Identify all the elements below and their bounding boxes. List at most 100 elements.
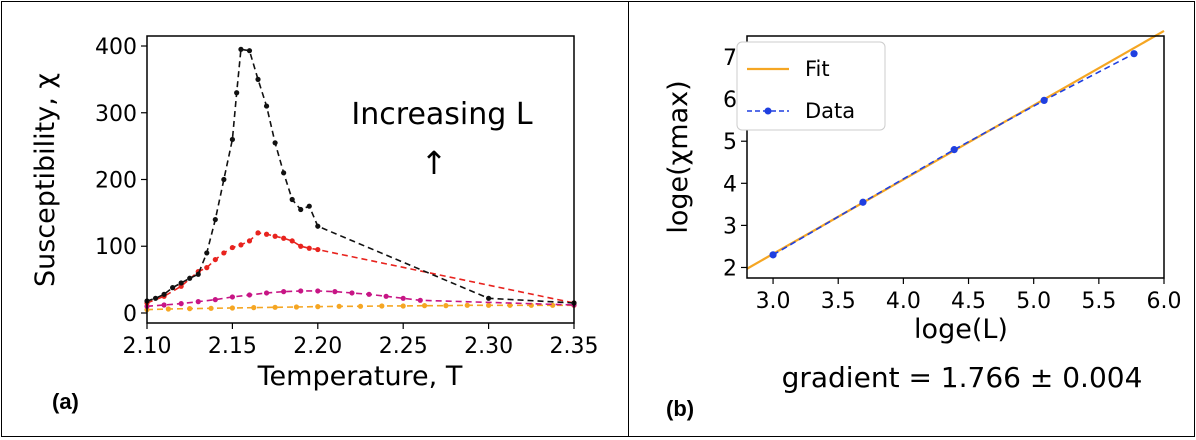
data-point — [221, 250, 227, 256]
data-point — [315, 288, 321, 294]
data-point — [400, 303, 406, 309]
up-arrow-icon: ↑ — [421, 144, 448, 182]
data-point — [1040, 96, 1048, 104]
x-tick-label: 2.20 — [293, 334, 342, 359]
legend-fit-label: Fit — [805, 57, 830, 81]
data-point — [229, 305, 235, 311]
data-point — [507, 302, 513, 308]
data-point — [306, 203, 312, 209]
panel-label-a: (a) — [52, 389, 79, 414]
data-point — [195, 299, 201, 305]
data-point — [289, 238, 295, 244]
data-point — [187, 306, 193, 312]
tick-group: 3.0 3.5 4.0 4.5 5.0 5.5 6.0 2 3 4 5 6 7 — [723, 46, 1182, 314]
data-point — [315, 304, 321, 310]
x-tick-label: 3.5 — [821, 289, 856, 314]
data-point — [289, 196, 295, 203]
data-point — [950, 146, 958, 154]
x-axis-title: loge(L) — [914, 314, 1008, 345]
data-point — [161, 302, 167, 308]
x-axis-title: Temperature, T — [257, 361, 463, 392]
x-tick-label: 5.5 — [1081, 289, 1116, 314]
x-tick-label: 2.35 — [550, 334, 599, 359]
y-axis-title: Susceptibility, χ — [30, 73, 61, 287]
scaling-fit-chart: 3.0 3.5 4.0 4.5 5.0 5.5 6.0 2 3 4 5 6 7 loge(L) loge… — [663, 29, 1182, 421]
data-point — [306, 245, 312, 251]
data-point — [263, 290, 270, 296]
data-point — [161, 291, 167, 297]
data-point — [298, 206, 304, 213]
data-point — [383, 293, 389, 299]
data-point — [255, 76, 261, 82]
data-point — [272, 140, 278, 146]
data-point — [315, 246, 321, 253]
y-tick-label: 0 — [123, 302, 137, 327]
legend-box — [736, 41, 886, 131]
data-point — [357, 303, 364, 309]
legend-data-label: Data — [805, 99, 855, 123]
y-tick-label: 7 — [723, 46, 737, 71]
data-point — [486, 295, 492, 301]
y-tick-label: 3 — [723, 214, 737, 239]
data-point — [379, 303, 385, 309]
panel-label-b: (b) — [666, 396, 694, 421]
data-point — [204, 250, 210, 256]
plot-frame — [146, 35, 575, 324]
data-point — [221, 176, 227, 183]
data-point — [421, 303, 428, 309]
data-point — [315, 223, 321, 229]
x-tick-label: 6.0 — [1147, 289, 1182, 314]
data-point — [293, 304, 300, 310]
data-point — [170, 285, 176, 291]
x-tick-label: 2.10 — [123, 334, 172, 359]
x-tick-label: 2.25 — [379, 334, 428, 359]
data-point — [272, 304, 278, 310]
annotation-increasing-l: Increasing L — [351, 97, 532, 132]
y-tick-label: 100 — [95, 235, 137, 260]
data-point — [281, 289, 287, 295]
data-point — [229, 136, 235, 143]
data-point — [298, 243, 304, 249]
data-point — [195, 271, 201, 277]
series-line — [146, 290, 575, 308]
data-point — [486, 302, 492, 308]
data-point — [251, 305, 257, 311]
x-tick-label: 2.15 — [208, 334, 257, 359]
y-tick-label: 2 — [723, 256, 737, 281]
data-point — [255, 230, 261, 236]
series-line — [146, 48, 575, 304]
data-point — [152, 295, 159, 301]
y-tick-label: 400 — [95, 35, 137, 60]
data-point — [298, 288, 304, 294]
data-point — [246, 238, 253, 244]
x-tick-label: 4.5 — [951, 289, 986, 314]
data-point — [400, 295, 406, 301]
y-axis-title: loge(χmax) — [663, 80, 694, 233]
data-point — [769, 251, 777, 259]
data-point — [263, 103, 270, 109]
series-group — [746, 29, 1165, 270]
legend-data-marker — [764, 107, 772, 115]
data-point — [272, 233, 278, 239]
data-point — [281, 170, 287, 176]
y-tick-label: 300 — [95, 102, 137, 127]
gradient-footer: gradient = 1.766 ± 0.004 — [782, 361, 1143, 394]
x-tick-label: 4.0 — [886, 289, 921, 314]
panel-b: 3.0 3.5 4.0 4.5 5.0 5.5 6.0 2 3 4 5 6 7 loge(L) loge… — [628, 1, 1195, 437]
y-tick-label: 4 — [723, 172, 737, 197]
data-point — [204, 265, 210, 271]
series-line — [772, 52, 1135, 256]
data-point — [349, 290, 355, 296]
y-tick-label: 200 — [95, 169, 137, 194]
plot-frame — [746, 35, 1165, 279]
data-point — [263, 231, 270, 237]
data-point — [366, 291, 372, 297]
data-point — [464, 302, 470, 308]
data-point — [165, 306, 171, 312]
susceptibility-chart: 2.10 2.15 2.20 2.25 2.30 2.35 0 100 200 300 400 Te… — [30, 35, 599, 414]
data-point — [229, 294, 235, 300]
data-point — [246, 292, 253, 298]
data-point — [859, 198, 867, 206]
data-point — [234, 90, 240, 96]
data-point — [178, 280, 184, 286]
